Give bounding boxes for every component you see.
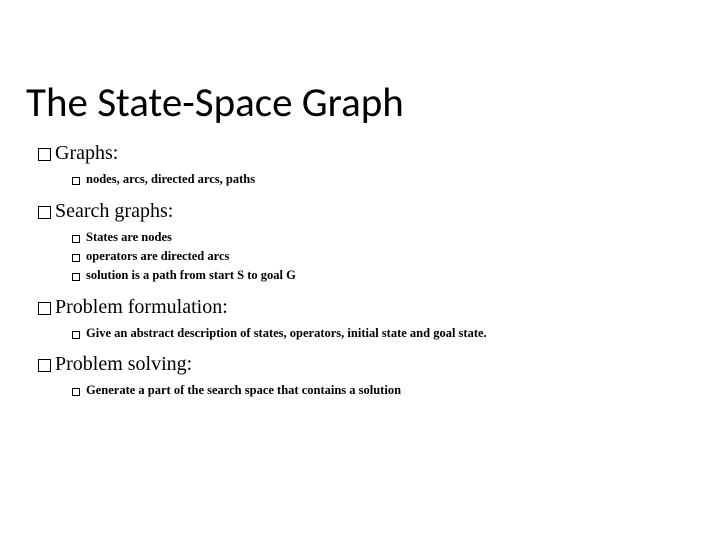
bullet-small-square-icon xyxy=(72,388,80,396)
slide-title: The State-Space Graph xyxy=(0,0,720,128)
section-heading: Problem solving: xyxy=(55,353,192,376)
section-head: Problem formulation: xyxy=(38,296,720,319)
section-head: Graphs: xyxy=(38,142,720,165)
bullet-square-icon xyxy=(38,206,51,219)
list-item: Give an abstract description of states, … xyxy=(72,325,720,342)
bullet-square-icon xyxy=(38,148,51,161)
section-heading: Search graphs: xyxy=(55,200,173,223)
section-items: Generate a part of the search space that… xyxy=(38,376,720,399)
list-item: Generate a part of the search space that… xyxy=(72,382,720,399)
bullet-small-square-icon xyxy=(72,235,80,243)
bullet-square-icon xyxy=(38,302,51,315)
bullet-square-icon xyxy=(38,359,51,372)
list-item: solution is a path from start S to goal … xyxy=(72,267,720,284)
section-head: Search graphs: xyxy=(38,200,720,223)
section-heading: Problem formulation: xyxy=(55,296,228,319)
section-heading: Graphs: xyxy=(55,142,118,165)
section-head: Problem solving: xyxy=(38,353,720,376)
bullet-small-square-icon xyxy=(72,273,80,281)
item-text: operators are directed arcs xyxy=(86,248,229,265)
slide: The State-Space Graph Graphs: nodes, arc… xyxy=(0,0,720,540)
section-search-graphs: Search graphs: States are nodes operator… xyxy=(38,200,720,284)
list-item: operators are directed arcs xyxy=(72,248,720,265)
section-graphs: Graphs: nodes, arcs, directed arcs, path… xyxy=(38,142,720,188)
section-items: Give an abstract description of states, … xyxy=(38,319,720,342)
section-problem-solving: Problem solving: Generate a part of the … xyxy=(38,353,720,399)
bullet-small-square-icon xyxy=(72,177,80,185)
item-text: nodes, arcs, directed arcs, paths xyxy=(86,171,255,188)
list-item: States are nodes xyxy=(72,229,720,246)
section-items: nodes, arcs, directed arcs, paths xyxy=(38,165,720,188)
section-items: States are nodes operators are directed … xyxy=(38,223,720,284)
item-text: Give an abstract description of states, … xyxy=(86,325,487,342)
slide-content: Graphs: nodes, arcs, directed arcs, path… xyxy=(0,128,720,399)
section-problem-formulation: Problem formulation: Give an abstract de… xyxy=(38,296,720,342)
list-item: nodes, arcs, directed arcs, paths xyxy=(72,171,720,188)
bullet-small-square-icon xyxy=(72,331,80,339)
item-text: Generate a part of the search space that… xyxy=(86,382,401,399)
item-text: States are nodes xyxy=(86,229,172,246)
bullet-small-square-icon xyxy=(72,254,80,262)
item-text: solution is a path from start S to goal … xyxy=(86,267,296,284)
